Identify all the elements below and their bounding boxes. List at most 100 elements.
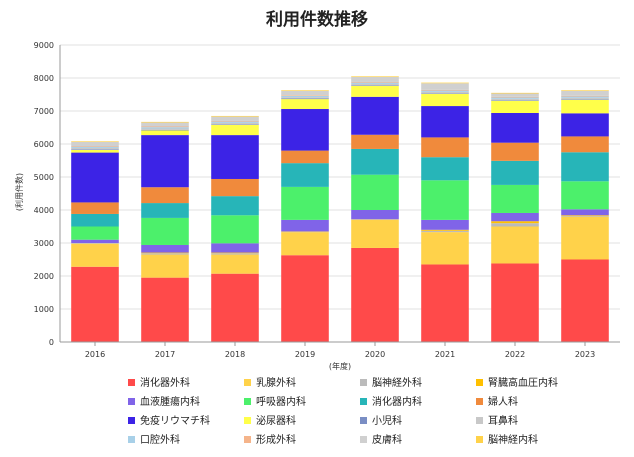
bar-segment — [561, 209, 609, 216]
bar-segment — [281, 98, 329, 100]
bar-segment — [71, 145, 119, 147]
bar-segment — [141, 128, 189, 130]
bar-segment — [141, 244, 189, 253]
bar-segment — [211, 252, 259, 254]
bar-segment — [491, 221, 539, 224]
legend-swatch — [476, 417, 483, 424]
bar-segment — [211, 215, 259, 244]
bar-segment — [141, 129, 189, 131]
legend-swatch — [476, 436, 483, 443]
bar-segment — [281, 90, 329, 96]
legend-label: 脳神経内科 — [488, 433, 538, 446]
legend-label: 小児科 — [372, 414, 402, 427]
bar-segment — [491, 263, 539, 342]
bar-segment — [71, 142, 119, 146]
bar-segment — [561, 97, 609, 100]
x-tick-label: 2016 — [85, 350, 105, 359]
bar-segment — [211, 273, 259, 342]
bar-segment — [211, 243, 259, 253]
bar-segment — [141, 253, 189, 255]
legend-swatch — [128, 379, 135, 386]
legend-swatch — [476, 398, 483, 405]
bar-segment — [351, 148, 399, 175]
bar-segment — [561, 259, 609, 342]
bar-segment — [351, 77, 399, 82]
bar-segment — [211, 196, 259, 216]
bar-segment — [141, 127, 189, 129]
legend-label: 形成外科 — [256, 433, 296, 446]
bar-segment — [281, 95, 329, 96]
bar-segment — [211, 124, 259, 125]
y-tick-label: 6000 — [34, 140, 54, 149]
legend-swatch — [128, 417, 135, 424]
bar-segment — [421, 219, 469, 230]
bar-segment — [71, 226, 119, 240]
bar-segment — [561, 113, 609, 137]
bar-segment — [421, 229, 469, 231]
x-tick-label: 2021 — [435, 350, 455, 359]
bar-segment — [351, 85, 399, 86]
y-tick-label: 7000 — [34, 107, 54, 116]
bar-segment — [491, 98, 539, 101]
bar-segment — [71, 146, 119, 148]
bar-segment — [281, 186, 329, 220]
bar-segment — [561, 90, 609, 96]
legend-swatch — [476, 379, 483, 386]
y-tick-label: 8000 — [34, 74, 54, 83]
legend-label: 消化器外科 — [140, 376, 190, 389]
legend-swatch — [128, 398, 135, 405]
bar-segment — [491, 112, 539, 143]
bar-segment — [491, 226, 539, 264]
bar-segment — [281, 99, 329, 110]
legend-swatch — [360, 379, 367, 386]
legend-label: 消化器内科 — [372, 395, 422, 408]
bar-segment — [211, 120, 259, 122]
bar-segment — [211, 115, 259, 117]
bar-segment — [71, 243, 119, 267]
bar-segment — [351, 82, 399, 84]
bar-segment — [421, 230, 469, 233]
bar-segment — [71, 149, 119, 153]
legend-label: 免疫リウマチ科 — [140, 414, 210, 427]
bar-segment — [561, 215, 609, 216]
axes: 0 1000 2000 3000 4000 5000 6000 7000 8000 9000 201… — [34, 41, 620, 359]
bar-segment — [211, 254, 259, 274]
bar-segment — [281, 255, 329, 342]
bar-segment — [141, 130, 189, 136]
bar-segment — [281, 163, 329, 187]
legend-swatch — [244, 398, 251, 405]
bar-segment — [561, 99, 609, 100]
bar-segment — [141, 187, 189, 204]
y-tick-label: 9000 — [34, 41, 54, 50]
bar-segment — [351, 81, 399, 83]
bar-segment — [421, 137, 469, 158]
x-tick-label: 2020 — [365, 350, 385, 359]
x-tick-label: 2017 — [155, 350, 175, 359]
bar-segment — [491, 96, 539, 98]
bar-segment — [351, 76, 399, 78]
bar-segment — [421, 157, 469, 181]
legend-label: 乳腺外科 — [256, 376, 296, 389]
bar-segment — [351, 219, 399, 248]
legend-label: 呼吸器内科 — [256, 395, 306, 408]
bar-segment — [211, 178, 259, 197]
bar-segment — [491, 223, 539, 227]
legend-label: 皮膚科 — [372, 433, 402, 446]
x-axis-title: (年度) — [329, 361, 351, 371]
bar-segment — [561, 96, 609, 98]
x-tick-label: 2019 — [295, 350, 315, 359]
legend-swatch — [360, 417, 367, 424]
legend-swatch — [360, 398, 367, 405]
bar-segment — [141, 126, 189, 128]
bar-segment — [281, 95, 329, 98]
legend-label: 口腔外科 — [140, 433, 180, 446]
bar-segment — [421, 264, 469, 342]
bar-segment — [281, 232, 329, 256]
y-tick-label: 2000 — [34, 272, 54, 281]
bar-segment — [211, 135, 259, 179]
bar-segment — [421, 89, 469, 91]
bar-segment — [71, 147, 119, 150]
bar-segment — [351, 174, 399, 210]
